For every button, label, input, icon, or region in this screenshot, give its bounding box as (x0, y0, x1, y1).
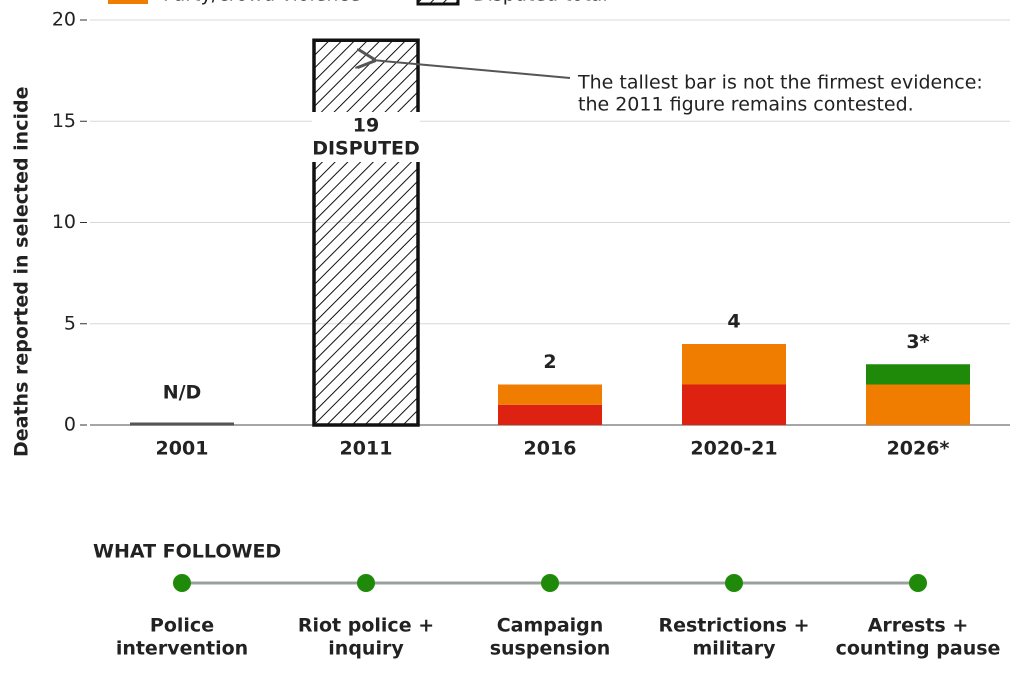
timeline-label: suspension (490, 638, 611, 660)
bar-segment (682, 344, 786, 385)
x-tick-label: 2020-21 (690, 438, 777, 460)
legend-label: Party/crowd violence (163, 0, 361, 6)
value-label: 2 (543, 351, 556, 373)
timeline-node (725, 574, 743, 592)
timeline-label: intervention (116, 638, 248, 660)
y-axis-title: Deaths reported in selected incide (11, 87, 33, 457)
legend-swatch (416, 0, 460, 6)
y-tick-label: 20 (52, 9, 76, 31)
timeline-node (173, 574, 191, 592)
y-tick-label: 15 (52, 110, 76, 132)
x-tick-label: 2016 (524, 438, 577, 460)
timeline-label: inquiry (328, 638, 404, 660)
annotation-arrow (372, 60, 571, 79)
bar-segment (866, 364, 970, 385)
value-label: 4 (727, 311, 740, 333)
value-label: 3* (906, 331, 929, 353)
y-tick-label: 0 (64, 414, 76, 436)
annotation: The tallest bar is not the firmest evide… (577, 72, 983, 94)
timeline-label: Riot police + (298, 615, 434, 637)
legend-swatch (108, 0, 148, 4)
bar-segment (498, 404, 602, 425)
bar-segment (866, 384, 970, 425)
timeline-title: WHAT FOLLOWED (93, 541, 281, 563)
label-bg (312, 112, 420, 162)
legend-label: Disputed total (473, 0, 608, 6)
timeline-node (541, 574, 559, 592)
timeline-label: Arrests + (868, 615, 969, 637)
bar-segment (498, 384, 602, 405)
disputed-bar (312, 38, 420, 427)
disputed-label: DISPUTED (312, 138, 420, 160)
x-tick-label: 2026* (887, 438, 950, 460)
x-tick-label: 2011 (340, 438, 393, 460)
annotation: the 2011 figure remains contested. (578, 94, 914, 116)
y-tick-label: 5 (64, 312, 76, 334)
timeline-label: counting pause (836, 638, 1001, 660)
timeline-label: Campaign (497, 615, 604, 637)
value-label: N/D (163, 382, 202, 404)
timeline-label: Restrictions + (658, 615, 809, 637)
timeline-label: Police (150, 615, 214, 637)
bar-segment (682, 384, 786, 425)
x-tick-label: 2001 (156, 438, 209, 460)
value-label: 19 (353, 115, 379, 137)
timeline-node (909, 574, 927, 592)
timeline-label: military (693, 638, 777, 660)
timeline-node (357, 574, 375, 592)
y-tick-label: 10 (52, 211, 76, 233)
